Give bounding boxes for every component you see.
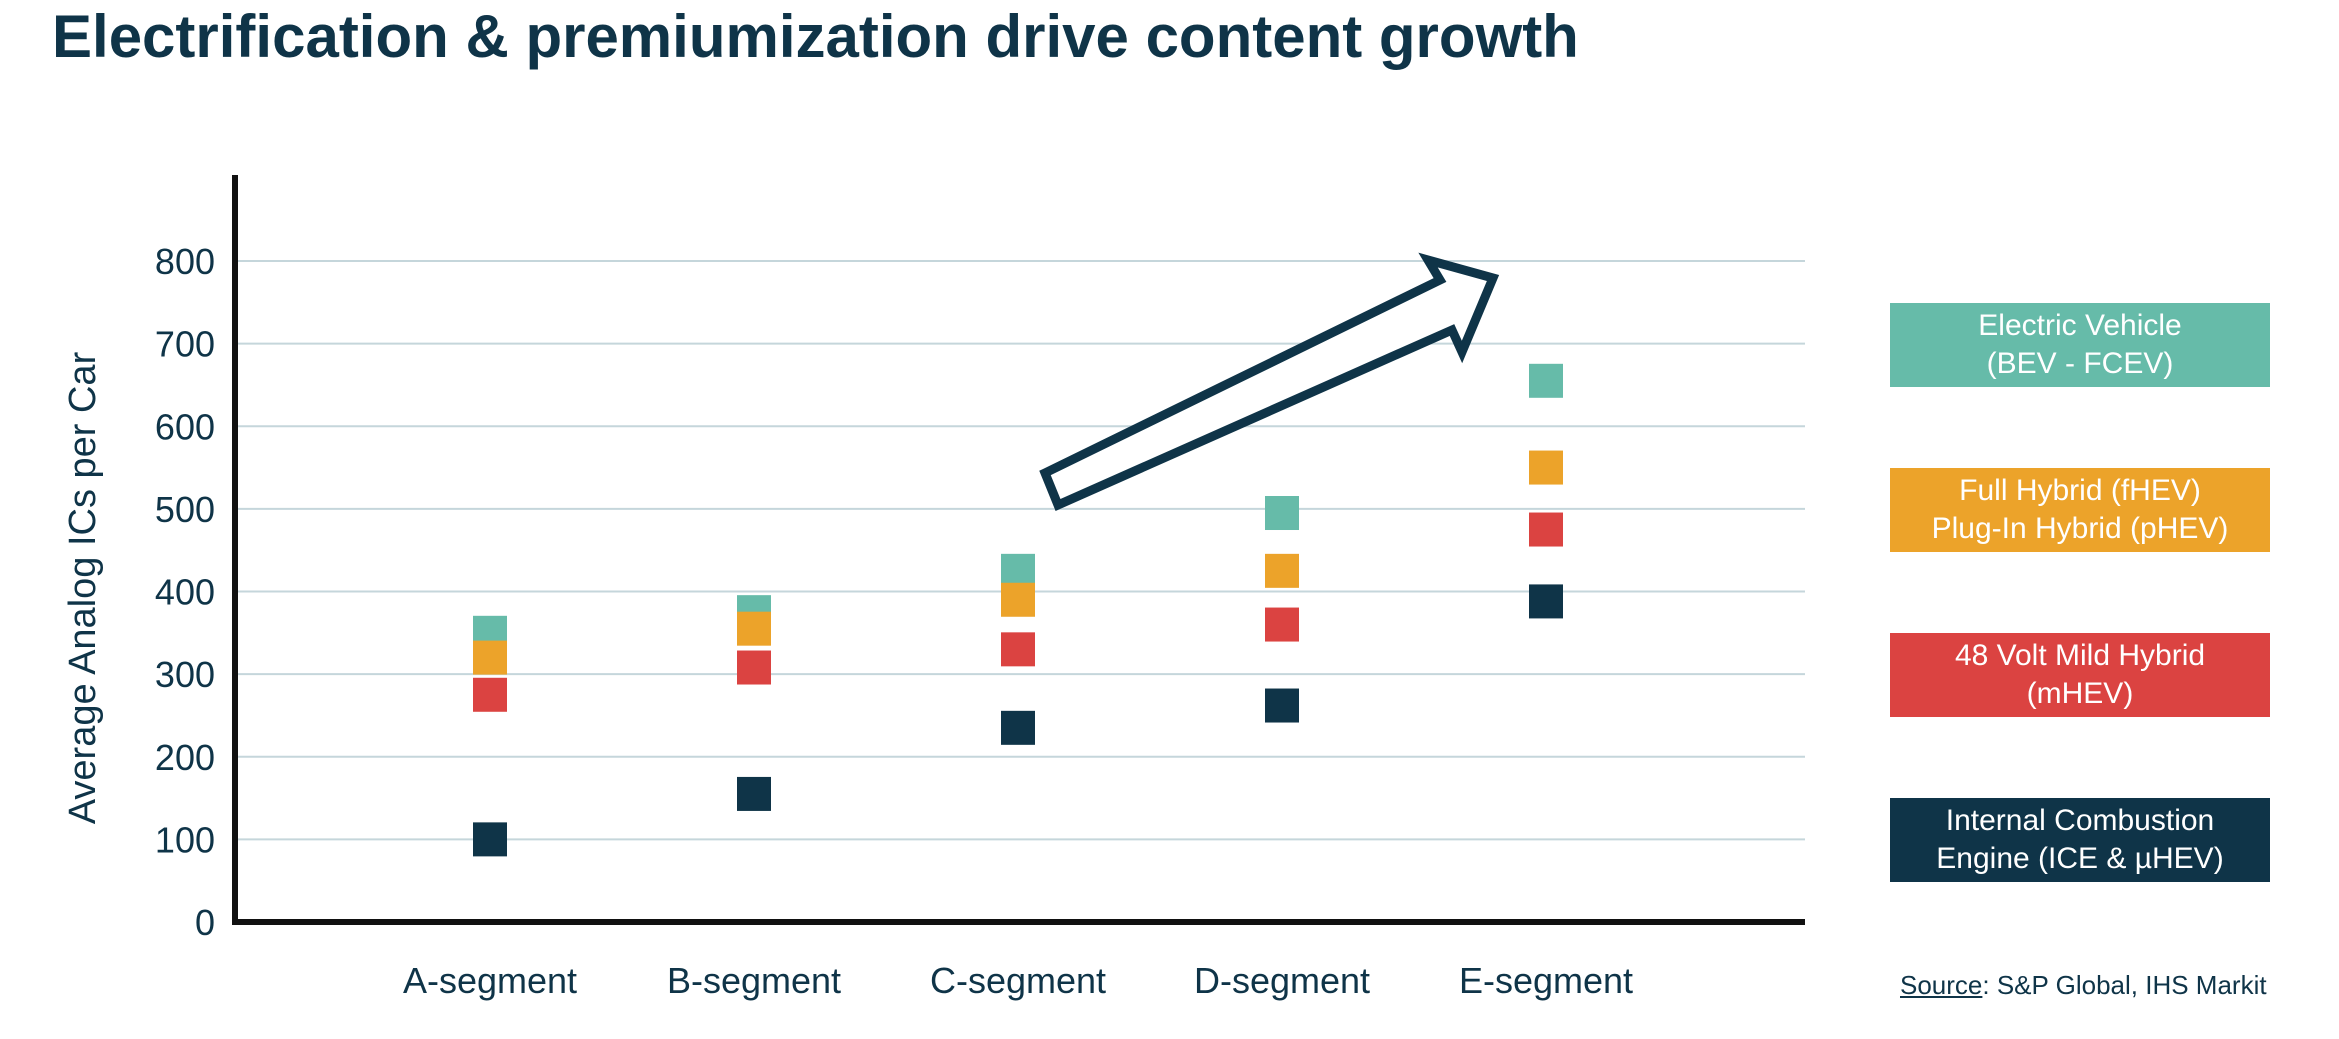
data-point-series-3-B-segment bbox=[737, 776, 771, 811]
data-point-series-2-B-segment bbox=[737, 650, 771, 685]
data-point-series-2-D-segment bbox=[1265, 607, 1299, 642]
y-tick-label: 200 bbox=[155, 737, 215, 778]
y-tick-label: 400 bbox=[155, 572, 215, 613]
page-title: Electrification & premiumization drive c… bbox=[52, 3, 1579, 70]
data-point-series-1-D-segment bbox=[1265, 553, 1299, 588]
source-text: : S&P Global, IHS Markit bbox=[1982, 970, 2267, 1000]
data-point-series-3-A-segment bbox=[473, 822, 507, 857]
legend-label-ev: Electric Vehicle (BEV - FCEV) bbox=[1978, 309, 2182, 380]
data-point-series-1-E-segment bbox=[1529, 450, 1563, 485]
x-category-label: B-segment bbox=[667, 960, 841, 1001]
y-tick-label: 800 bbox=[155, 241, 215, 282]
data-point-series-0-C-segment bbox=[1001, 553, 1035, 588]
x-category-labels: A-segment B-segment C-segment D-segment E-se… bbox=[403, 960, 1633, 1001]
x-category-label: D-segment bbox=[1194, 960, 1370, 1001]
x-category-label: E-segment bbox=[1459, 960, 1633, 1001]
legend-item-hybrid: Full Hybrid (fHEV) Plug-In Hybrid (pHEV) bbox=[1890, 468, 2270, 552]
y-tick-labels: 0 100 200 300 400 500 600 700 800 bbox=[155, 241, 215, 943]
y-tick-label: 300 bbox=[155, 654, 215, 695]
legend-item-ev: Electric Vehicle (BEV - FCEV) bbox=[1890, 303, 2270, 387]
y-axis-label: Average Analog ICs per Car bbox=[62, 351, 104, 824]
data-points bbox=[473, 363, 1563, 857]
data-point-series-1-B-segment bbox=[737, 611, 771, 646]
y-tick-label: 100 bbox=[155, 819, 215, 860]
trend-arrow-icon bbox=[1039, 252, 1500, 511]
y-tick-label: 600 bbox=[155, 406, 215, 447]
legend-item-mild-hybrid: 48 Volt Mild Hybrid (mHEV) bbox=[1890, 633, 2270, 717]
x-category-label: A-segment bbox=[403, 960, 577, 1001]
data-point-series-3-E-segment bbox=[1529, 584, 1563, 619]
y-tick-label: 0 bbox=[195, 902, 215, 943]
data-point-series-0-E-segment bbox=[1529, 363, 1563, 398]
data-point-series-0-D-segment bbox=[1265, 496, 1299, 531]
data-point-series-2-A-segment bbox=[473, 677, 507, 712]
data-point-series-3-C-segment bbox=[1001, 710, 1035, 745]
x-category-label: C-segment bbox=[930, 960, 1106, 1001]
gridlines bbox=[235, 260, 1805, 841]
source-note: Source: S&P Global, IHS Markit bbox=[1900, 970, 2267, 1001]
legend-label-ice: Internal Combustion Engine (ICE & µHEV) bbox=[1936, 804, 2224, 875]
data-point-series-3-D-segment bbox=[1265, 688, 1299, 723]
axes bbox=[232, 175, 1805, 925]
y-tick-label: 700 bbox=[155, 324, 215, 365]
data-point-series-1-A-segment bbox=[473, 640, 507, 675]
data-point-series-2-E-segment bbox=[1529, 512, 1563, 547]
legend-label-mild-hybrid: 48 Volt Mild Hybrid (mHEV) bbox=[1954, 639, 2206, 710]
source-label: Source bbox=[1900, 970, 1983, 1000]
legend-item-ice: Internal Combustion Engine (ICE & µHEV) bbox=[1890, 798, 2270, 882]
data-point-series-2-C-segment bbox=[1001, 632, 1035, 667]
data-point-series-1-C-segment bbox=[1001, 582, 1035, 617]
legend-label-hybrid: Full Hybrid (fHEV) Plug-In Hybrid (pHEV) bbox=[1931, 474, 2229, 545]
y-tick-label: 500 bbox=[155, 489, 215, 530]
